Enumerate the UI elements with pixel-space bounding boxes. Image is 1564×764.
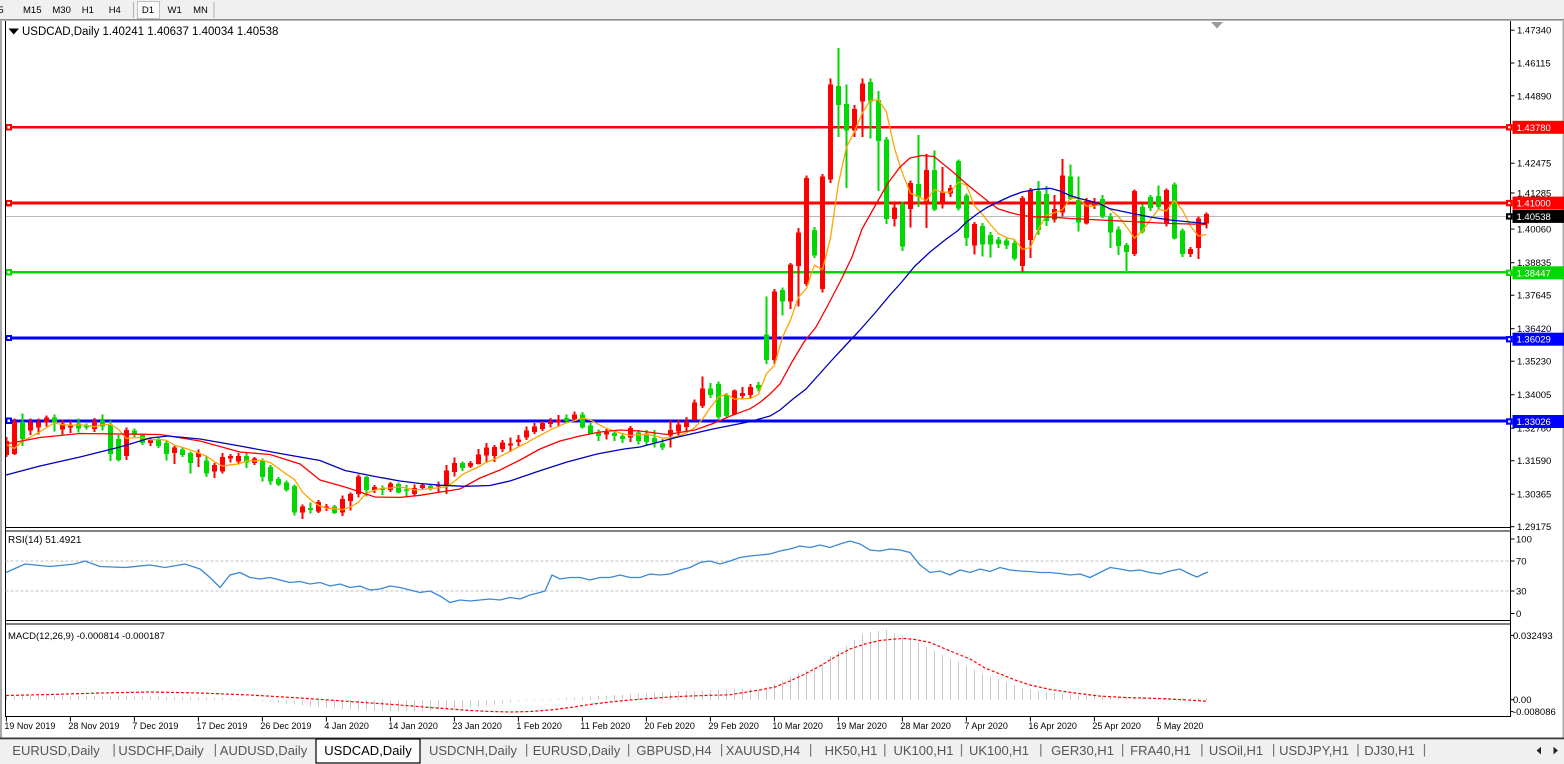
svg-text:1 Feb 2020: 1 Feb 2020 [516,721,562,731]
svg-text:EURUSD,Daily: EURUSD,Daily [533,743,621,758]
svg-text:1.43780: 1.43780 [1517,123,1551,134]
svg-text:XAUUSD,H4: XAUUSD,H4 [726,743,800,758]
svg-text:1.38835: 1.38835 [1517,258,1551,269]
svg-text:M5: M5 [0,5,4,16]
svg-text:1.46115: 1.46115 [1517,59,1551,70]
svg-text:1.33026: 1.33026 [1517,417,1551,428]
svg-text:1.41285: 1.41285 [1517,189,1551,200]
svg-text:1.42475: 1.42475 [1517,159,1551,170]
svg-text:20 Feb 2020: 20 Feb 2020 [644,721,695,731]
svg-text:D1: D1 [142,5,154,16]
svg-text:GER30,H1: GER30,H1 [1051,743,1114,758]
svg-text:23 Jan 2020: 23 Jan 2020 [452,721,502,731]
svg-text:1.44890: 1.44890 [1517,91,1551,102]
svg-text:M15: M15 [23,5,41,16]
svg-text:1.29175: 1.29175 [1517,522,1551,533]
svg-text:10 Mar 2020: 10 Mar 2020 [772,721,823,731]
svg-text:28 Mar 2020: 28 Mar 2020 [900,721,951,731]
svg-text:USDCAD,Daily 1.40241 1.40637: USDCAD,Daily 1.40241 1.40637 1.40034 1.4… [22,26,278,38]
svg-text:14 Jan 2020: 14 Jan 2020 [388,721,438,731]
svg-text:1.37645: 1.37645 [1517,291,1551,302]
svg-text:19 Mar 2020: 19 Mar 2020 [836,721,887,731]
svg-text:M30: M30 [52,5,70,16]
svg-text:USDCNH,Daily: USDCNH,Daily [429,743,518,758]
svg-text:0.032493: 0.032493 [1513,631,1553,642]
svg-text:4 Jan 2020: 4 Jan 2020 [324,721,369,731]
svg-text:USDJPY,H1: USDJPY,H1 [1279,743,1349,758]
svg-text:1.36420: 1.36420 [1517,324,1551,335]
svg-text:HK50,H1: HK50,H1 [825,743,878,758]
svg-text:0.00: 0.00 [1513,695,1532,706]
svg-text:16 Apr 2020: 16 Apr 2020 [1028,721,1077,731]
svg-text:1.36029: 1.36029 [1517,335,1551,346]
svg-text:0: 0 [1516,609,1521,620]
svg-text:1.40538: 1.40538 [1517,212,1551,223]
svg-text:GBPUSD,H4: GBPUSD,H4 [636,743,711,758]
svg-text:30: 30 [1516,587,1527,598]
svg-text:1.34005: 1.34005 [1517,390,1551,401]
svg-text:UK100,H1: UK100,H1 [894,743,954,758]
svg-text:17 Dec 2019: 17 Dec 2019 [196,721,247,731]
svg-text:19 Nov 2019: 19 Nov 2019 [4,721,55,731]
svg-text:25 Apr 2020: 25 Apr 2020 [1092,721,1141,731]
svg-text:MN: MN [193,5,208,16]
svg-text:1.47340: 1.47340 [1517,26,1551,37]
svg-text:7 Dec 2019: 7 Dec 2019 [132,721,178,731]
svg-text:EURUSD,Daily: EURUSD,Daily [12,743,100,758]
svg-text:FRA40,H1: FRA40,H1 [1130,743,1191,758]
svg-text:1.38447: 1.38447 [1517,268,1551,279]
svg-text:1.41000: 1.41000 [1517,199,1551,210]
svg-text:DJ30,H1: DJ30,H1 [1364,743,1415,758]
svg-text:1.40060: 1.40060 [1517,225,1551,236]
svg-text:11 Feb 2020: 11 Feb 2020 [580,721,630,731]
svg-text:USDCHF,Daily: USDCHF,Daily [118,743,204,758]
svg-text:UK100,H1: UK100,H1 [969,743,1029,758]
svg-text:MACD(12,26,9) -0.000814 -0.000: MACD(12,26,9) -0.000814 -0.000187 [8,631,165,642]
svg-text:USOil,H1: USOil,H1 [1209,743,1263,758]
svg-text:1.30365: 1.30365 [1517,490,1551,501]
svg-text:70: 70 [1516,557,1527,568]
svg-text:1.31590: 1.31590 [1517,456,1551,467]
svg-text:AUDUSD,Daily: AUDUSD,Daily [220,743,308,758]
svg-text:100: 100 [1516,535,1532,546]
svg-text:29 Feb 2020: 29 Feb 2020 [708,721,759,731]
svg-text:1.32780: 1.32780 [1517,424,1551,435]
svg-text:28 Nov 2019: 28 Nov 2019 [68,721,119,731]
svg-text:1.35230: 1.35230 [1517,357,1551,368]
svg-text:5 May 2020: 5 May 2020 [1156,721,1203,731]
svg-text:USDCAD,Daily: USDCAD,Daily [324,743,412,758]
svg-text:W1: W1 [168,5,182,16]
svg-text:H1: H1 [82,5,94,16]
svg-text:7 Apr 2020: 7 Apr 2020 [964,721,1008,731]
svg-text:H4: H4 [109,5,121,16]
svg-text:26 Dec 2019: 26 Dec 2019 [260,721,311,731]
svg-text:RSI(14) 51.4921: RSI(14) 51.4921 [8,535,82,546]
svg-text:-0.008086: -0.008086 [1513,707,1556,718]
